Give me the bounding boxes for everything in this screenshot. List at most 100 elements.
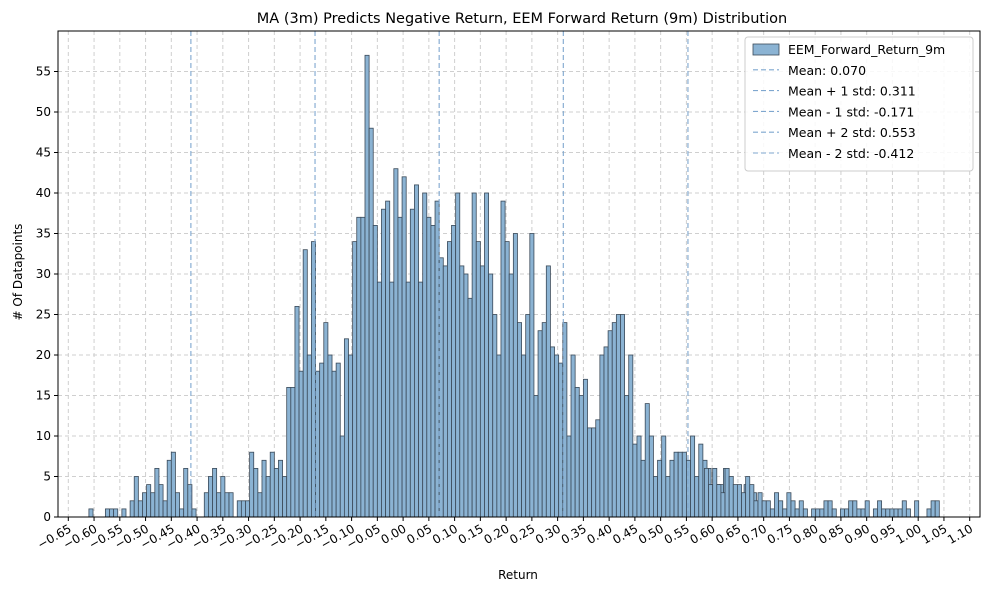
histogram-bar [819,508,825,518]
histogram-bar [183,467,189,518]
histogram-bar [273,467,279,518]
histogram-bar [166,459,172,518]
histogram-bar [414,184,419,518]
histogram-bar [607,330,613,518]
histogram-bar [129,500,135,518]
histogram-bar [385,200,391,518]
y-tick-label: 55 [36,65,51,79]
histogram-bar [418,281,424,518]
histogram-bar [269,451,275,518]
histogram-bar [261,459,267,518]
legend-label-reference: Mean + 1 std: 0.311 [788,84,916,99]
histogram-bar [905,508,911,518]
histogram-bar [488,273,494,518]
histogram-bar [290,386,296,518]
histogram-bar [533,395,539,518]
histogram-bar [848,500,854,518]
histogram-bar [162,500,168,518]
legend-label-reference: Mean + 2 std: 0.553 [788,125,916,140]
histogram-bar [653,476,658,518]
histogram-bar [381,208,386,518]
histogram-bar [624,395,630,518]
histogram-bar [872,508,878,518]
histogram-bar [541,322,547,518]
histogram-bar [724,467,730,518]
histogram-bar [389,281,395,518]
histogram-bar [901,500,907,518]
legend-label-reference: Mean: 0.070 [788,63,866,78]
histogram-bar [790,500,796,518]
histogram-bar [203,492,209,518]
histogram-bar [599,354,605,518]
y-tick-label: 5 [43,470,51,484]
histogram-bar [893,508,899,518]
histogram-bar [831,508,837,518]
histogram-bar [257,492,263,518]
histogram-bar [438,257,444,518]
histogram-bar [840,508,845,518]
histogram-bar [657,459,663,518]
legend-swatch-bars [752,43,780,56]
histogram-bar [335,362,341,518]
histogram-bar [798,500,804,518]
histogram-bar [749,484,755,518]
histogram-bar [611,322,617,518]
histogram-bar [860,508,866,518]
histogram-bar [471,192,477,518]
histogram-bar [121,508,127,518]
histogram-bar [113,508,119,518]
histogram-bar [397,216,403,518]
x-axis-ticks: −0.65−0.60−0.55−0.50−0.45−0.40−0.35−0.30… [35,517,975,552]
y-tick-label: 25 [36,308,51,322]
histogram-bar [475,241,481,518]
y-tick-label: 35 [36,227,51,241]
histogram-bar [591,427,597,518]
histogram-bar [525,314,531,518]
histogram-bar [716,484,722,518]
histogram-bar [343,338,349,518]
histogram-bar [745,476,751,518]
y-tick-label: 10 [36,429,51,443]
histogram-bar [537,330,543,518]
histogram-bar [484,192,490,518]
histogram-bar [665,476,671,518]
histogram-bar [467,297,473,518]
histogram-bar [765,500,771,518]
histogram-bar [508,273,514,518]
histogram-bar [434,200,440,518]
legend: EEM_Forward_Return_9m Mean: 0.070 Mean + 1… [744,36,974,172]
histogram-bar [934,500,940,518]
histogram-bar [212,467,218,518]
histogram-bar [885,508,891,518]
histogram-bar [240,500,246,518]
histogram-bar [286,386,292,518]
histogram-bar [570,354,576,518]
histogram-bar [603,346,609,518]
histogram-bar [216,492,222,518]
histogram-bar [587,427,593,518]
histogram-bar [409,208,415,518]
y-tick-label: 45 [36,146,51,160]
histogram-bar [393,168,399,518]
y-tick-label: 30 [36,267,51,281]
histogram-bar [640,459,646,518]
histogram-bar [319,362,325,518]
histogram-bar [306,354,312,518]
histogram-bar [496,354,502,518]
y-axis-ticks: 0 5 10 15 20 25 30 35 40 45 50 55 [36,65,58,524]
histogram-bar [426,216,432,518]
histogram-bar [142,492,147,518]
histogram-bar [673,451,679,518]
histogram-bar [769,508,775,518]
y-tick-label: 0 [43,510,51,524]
histogram-bar [298,370,304,518]
histogram-bar [512,233,518,518]
histogram-bar [736,484,742,518]
histogram-bar [794,508,800,518]
histogram-bar [315,370,321,518]
histogram-bar [245,500,251,518]
histogram-bar [677,451,683,518]
histogram-bar [517,322,522,518]
histogram-bar [732,484,738,518]
